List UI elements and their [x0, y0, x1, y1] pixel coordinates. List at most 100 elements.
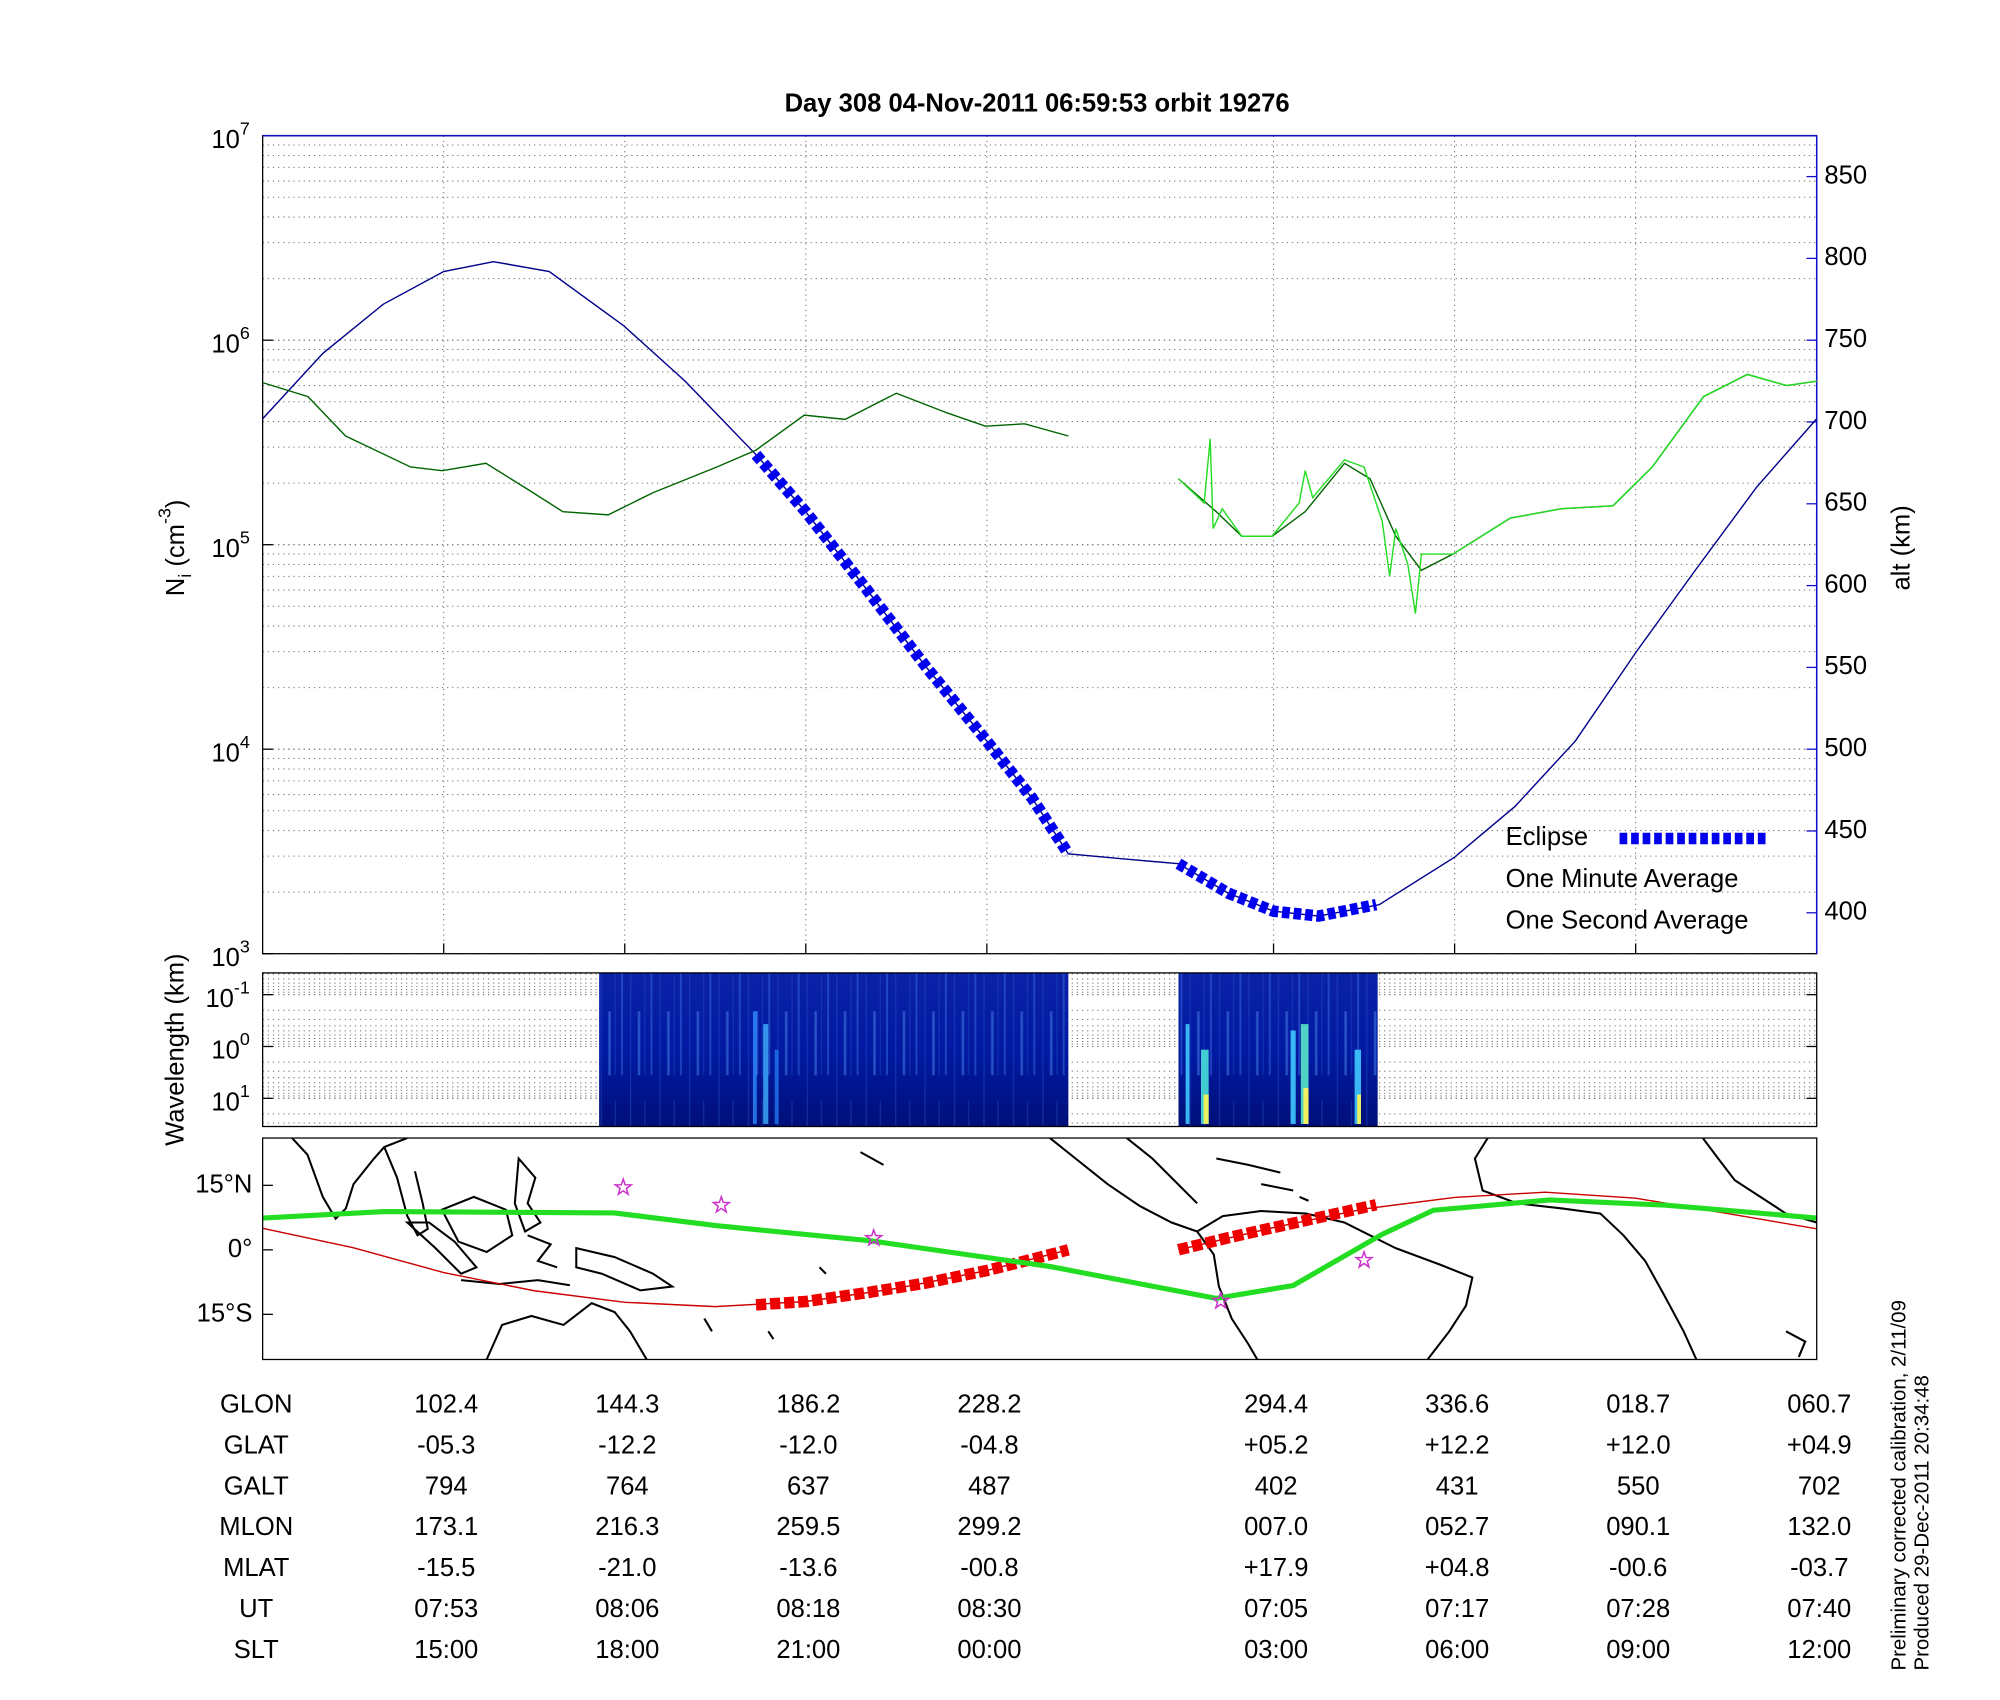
table-cell: 702: [1798, 1472, 1841, 1500]
series-line: [1177, 373, 1817, 614]
y-tick-label: 104: [211, 732, 249, 768]
table-cell: +04.8: [1425, 1554, 1490, 1582]
y2-tick-label: 500: [1824, 734, 1867, 762]
tick-exponent: 1: [240, 1081, 250, 1101]
table-cell: 402: [1255, 1472, 1298, 1500]
table-cell: 186.2: [776, 1390, 840, 1418]
footnote: Produced 29-Dec-2011 20:34:48: [1910, 1375, 1933, 1671]
y-tick-label: 101: [211, 1081, 249, 1117]
table-cell: -12.2: [598, 1431, 656, 1459]
star-marker: [1210, 1290, 1231, 1310]
table-cell: +12.2: [1425, 1431, 1490, 1459]
table-cell: -12.0: [779, 1431, 837, 1459]
table-cell: 07:17: [1425, 1595, 1489, 1623]
table-cell: -05.3: [417, 1431, 475, 1459]
y-label-text: N: [162, 578, 190, 596]
star-marker: [863, 1227, 884, 1247]
table-cell: 228.2: [957, 1390, 1021, 1418]
tick-base: 15°N: [195, 1170, 252, 1198]
table-cell: 336.6: [1425, 1390, 1489, 1418]
table-cell: 007.0: [1244, 1513, 1308, 1541]
table-cell: 060.7: [1787, 1390, 1851, 1418]
table-cell: 132.0: [1787, 1513, 1851, 1541]
spectrogram-highlights: [752, 1011, 1361, 1124]
table-row-label: GALT: [224, 1472, 289, 1500]
coastline: [291, 1138, 408, 1221]
table-cell: -21.0: [598, 1554, 656, 1582]
coastline: [485, 1301, 648, 1360]
star-marker: [613, 1176, 634, 1197]
y-tick-label: 107: [211, 118, 249, 154]
star-marker: [711, 1194, 732, 1214]
table-cell: 09:00: [1606, 1636, 1670, 1664]
tick-exponent: -1: [234, 977, 250, 997]
y2-tick-label: 700: [1824, 407, 1867, 435]
y-axis-label: Wavelength (km): [162, 953, 190, 1145]
table-cell: 07:53: [414, 1595, 478, 1623]
table-cell: 764: [606, 1472, 649, 1500]
table-cell: 06:00: [1425, 1636, 1489, 1664]
coastline: [1196, 1209, 1474, 1360]
table-cell: +04.9: [1787, 1431, 1852, 1459]
table-cell: 07:05: [1244, 1595, 1308, 1623]
tick-exponent: 5: [240, 527, 250, 547]
tick-base: 10: [211, 126, 239, 154]
table-cell: 21:00: [776, 1636, 840, 1664]
tick-base: 10: [205, 985, 233, 1013]
coastline: [527, 1234, 558, 1269]
table-row-label: GLAT: [224, 1431, 289, 1459]
y2-tick-label: 450: [1824, 816, 1867, 844]
y-label-sup: -3: [154, 508, 174, 524]
table-cell: 173.1: [414, 1513, 478, 1541]
spectrogram-streak: [1354, 1049, 1361, 1124]
table-cell: -00.6: [1609, 1554, 1667, 1582]
table-cell: 294.4: [1244, 1390, 1308, 1418]
tick-exponent: 0: [240, 1029, 250, 1049]
legend-label: Eclipse: [1506, 823, 1589, 851]
table-cell: 299.2: [957, 1513, 1021, 1541]
table-row-label: UT: [239, 1595, 273, 1623]
plot-frame: [262, 972, 1818, 1128]
table-cell: 18:00: [595, 1636, 659, 1664]
table-cell: -03.7: [1790, 1554, 1848, 1582]
table-cell: 08:06: [595, 1595, 659, 1623]
coastline: [513, 1156, 542, 1233]
table-cell: 08:30: [957, 1595, 1021, 1623]
coastlines: [291, 1138, 1817, 1360]
table-cell: 08:18: [776, 1595, 840, 1623]
tick-base: 10: [211, 1036, 239, 1064]
coastline: [460, 1279, 571, 1287]
coastline: [1473, 1138, 1698, 1360]
table-row-label: SLT: [234, 1636, 279, 1664]
spectrogram-streak: [774, 1049, 779, 1124]
tick-base: 10: [211, 739, 239, 767]
tick-base: 10: [211, 330, 239, 358]
table-cell: 15:00: [414, 1636, 478, 1664]
table-cell: 102.4: [414, 1390, 478, 1418]
table-cell: +12.0: [1606, 1431, 1671, 1459]
table-cell: +05.2: [1244, 1431, 1309, 1459]
tick-base: 10: [211, 944, 239, 972]
y-label-end: ): [162, 500, 190, 509]
table-cell: -04.8: [960, 1431, 1018, 1459]
y2-tick-label: 800: [1824, 243, 1867, 271]
y2-tick-label: 550: [1824, 652, 1867, 680]
tick-base: 10: [211, 1088, 239, 1116]
tick-base: 10: [211, 535, 239, 563]
y2-tick-label: 600: [1824, 570, 1867, 598]
table-cell: 090.1: [1606, 1513, 1670, 1541]
table-cell: -13.6: [779, 1554, 837, 1582]
y-tick-label: 15°N: [195, 1170, 252, 1198]
table-row-label: MLAT: [223, 1554, 290, 1582]
track-line: [755, 1199, 1378, 1311]
tick-exponent: 4: [240, 732, 250, 752]
y2-axis-label: alt (km): [1887, 505, 1915, 590]
table-cell: 07:40: [1787, 1595, 1851, 1623]
spectrogram-streak: [1200, 1049, 1209, 1124]
spectrogram-streak: [1203, 1094, 1209, 1124]
y-tick-label: 103: [211, 936, 249, 972]
spectrogram-streak: [1290, 1030, 1296, 1124]
coastline: [440, 1195, 514, 1254]
